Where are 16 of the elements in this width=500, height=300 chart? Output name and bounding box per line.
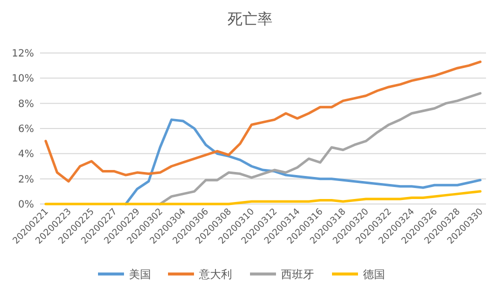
line-series [44,60,482,183]
line-series [124,118,482,206]
y-tick-label: 6% [18,124,34,135]
y-tick-label: 4% [18,149,34,160]
line-series [44,190,482,206]
chart-title: 死亡率 [228,10,272,28]
legend-label: 西班牙 [281,268,314,281]
legend-label: 意大利 [198,268,232,281]
y-tick-label: 8% [18,98,34,110]
y-tick-label: 10% [12,74,34,85]
y-tick-label: 12% [12,48,34,60]
legend-label: 德国 [363,268,385,281]
y-tick-label: 0% [18,200,34,210]
line-series [158,92,482,206]
legend-label: 美国 [129,268,151,281]
y-tick-label: 2% [18,174,34,186]
